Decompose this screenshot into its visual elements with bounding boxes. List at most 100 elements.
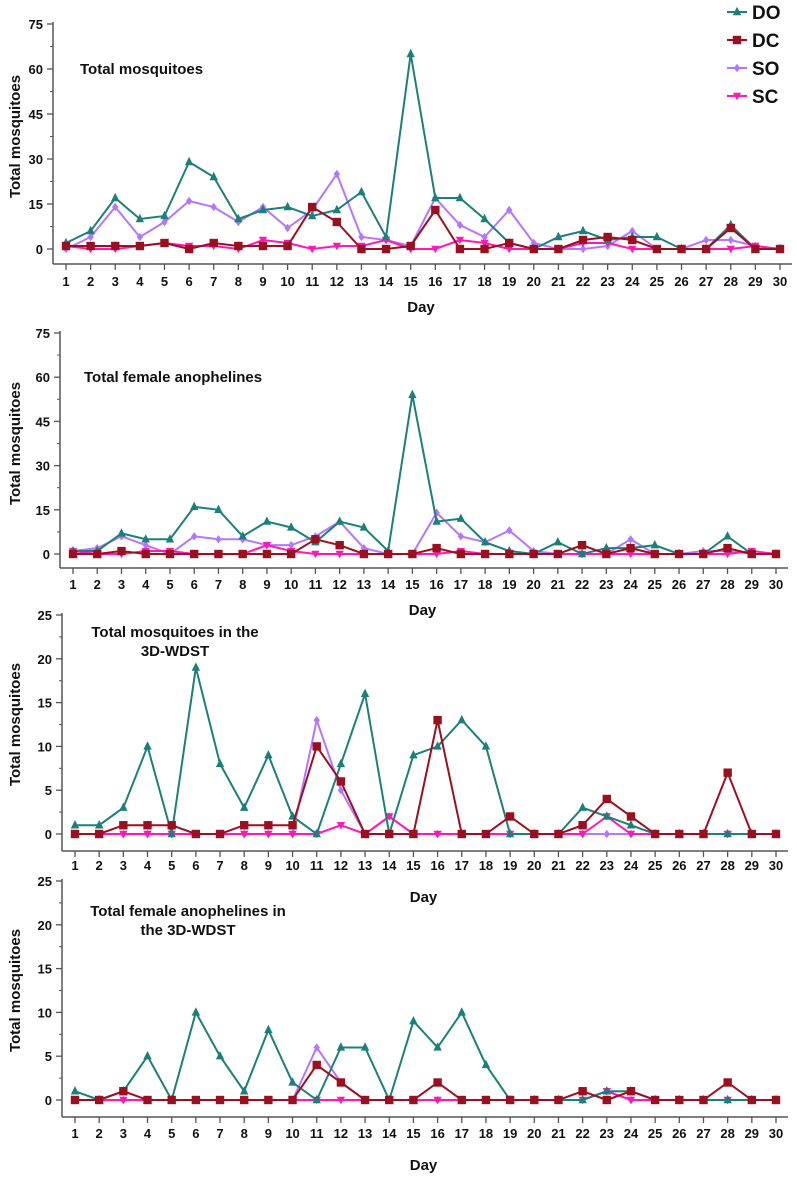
x-tick-label: 11 (310, 858, 324, 873)
data-point-do (481, 1059, 491, 1069)
x-tick-label: 26 (672, 858, 686, 873)
data-point-dc (723, 543, 732, 553)
x-tick-label: 2 (94, 577, 101, 592)
x-tick-label: 25 (650, 274, 664, 289)
data-point-do (167, 828, 176, 838)
data-point-dc (530, 1095, 539, 1105)
data-point-do (262, 516, 272, 525)
data-point-dc (775, 244, 785, 254)
data-point-sc (258, 236, 268, 245)
data-point-do (553, 537, 563, 546)
data-point-sc (626, 550, 635, 559)
data-point-dc (184, 244, 194, 254)
series-dc (70, 715, 781, 839)
x-tick-label: 2 (96, 858, 103, 873)
data-point-do (723, 828, 732, 838)
data-point-dc (529, 549, 538, 559)
data-point-so (287, 540, 295, 550)
x-tick-label: 26 (674, 274, 688, 289)
x-tick-label: 15 (406, 1126, 420, 1141)
y-tick-label: 10 (38, 1005, 52, 1020)
data-point-so (313, 715, 320, 725)
x-tick-label: 22 (576, 274, 590, 289)
data-point-do (433, 1042, 442, 1051)
y-axis-label: Total mosquitoes (7, 929, 24, 1052)
data-point-dc (383, 549, 393, 559)
x-tick-label: 5 (168, 1126, 175, 1141)
data-point-sc (723, 550, 732, 559)
data-point-dc (578, 1087, 587, 1096)
data-point-dc (357, 244, 366, 254)
data-point-dc (553, 549, 563, 559)
data-point-so (87, 232, 94, 242)
x-tick-label: 15 (405, 577, 419, 592)
data-point-dc (433, 1078, 442, 1087)
legend-label: SC (752, 87, 779, 108)
x-tick-label: 28 (724, 274, 738, 289)
data-point-dc (385, 829, 394, 839)
data-point-dc (701, 244, 711, 254)
x-tick-label: 28 (720, 577, 734, 592)
data-point-do (578, 802, 587, 811)
data-point-do (626, 820, 636, 829)
x-tick-label: 18 (479, 858, 493, 873)
data-point-do (335, 516, 344, 525)
y-tick-label: 0 (45, 1093, 52, 1108)
legend-marker (733, 63, 741, 73)
data-point-do (409, 1015, 418, 1025)
x-tick-label: 6 (192, 1126, 199, 1141)
x-tick-label: 9 (265, 858, 272, 873)
x-tick-label: 7 (216, 858, 223, 873)
data-point-dc (288, 821, 297, 830)
data-point-dc (167, 821, 176, 830)
data-point-sc (626, 830, 636, 839)
series-line-dc (66, 205, 780, 251)
data-point-so (629, 226, 636, 236)
data-point-dc (215, 829, 225, 839)
data-point-do (480, 213, 489, 223)
x-tick-label: 18 (478, 577, 492, 592)
x-tick-label: 18 (477, 274, 491, 289)
data-point-dc (747, 1095, 757, 1105)
series-line-do (75, 667, 776, 836)
data-point-so (161, 217, 168, 227)
x-tick-label: 22 (575, 858, 589, 873)
x-tick-label: 26 (672, 577, 686, 592)
y-tick-label: 25 (38, 874, 52, 889)
data-point-do (650, 539, 659, 549)
x-tick-label: 3 (120, 858, 127, 873)
x-tick-label: 2 (87, 274, 94, 289)
data-point-dc (381, 244, 391, 254)
data-point-dc (215, 1095, 225, 1105)
data-point-sc (332, 242, 342, 251)
data-point-do (336, 758, 346, 768)
series-line-so (65, 171, 781, 250)
series-line-sc (72, 544, 777, 555)
x-tick-label: 16 (429, 577, 443, 592)
data-point-do (457, 714, 466, 724)
data-point-do (288, 1077, 297, 1086)
data-point-so (603, 829, 610, 839)
data-point-sc (119, 830, 128, 839)
x-axis-label: Day (410, 889, 438, 906)
data-point-dc (431, 205, 440, 215)
data-point-dc (167, 1095, 176, 1105)
x-axis-label: Day (409, 602, 437, 619)
x-tick-label: 9 (265, 1126, 272, 1141)
data-point-do (209, 171, 218, 181)
x-tick-label: 21 (551, 1126, 565, 1141)
data-point-dc (554, 244, 563, 254)
data-point-dc (264, 1095, 273, 1105)
y-tick-label: 15 (36, 503, 50, 518)
data-point-dc (68, 549, 78, 559)
data-point-dc (283, 241, 292, 251)
data-point-so (215, 535, 222, 544)
data-point-dc (675, 829, 684, 839)
data-point-sc (336, 822, 346, 830)
x-tick-label: 29 (745, 1126, 759, 1141)
panel-title: Total mosquitoes in the (91, 624, 258, 641)
x-tick-label: 18 (479, 1126, 493, 1141)
